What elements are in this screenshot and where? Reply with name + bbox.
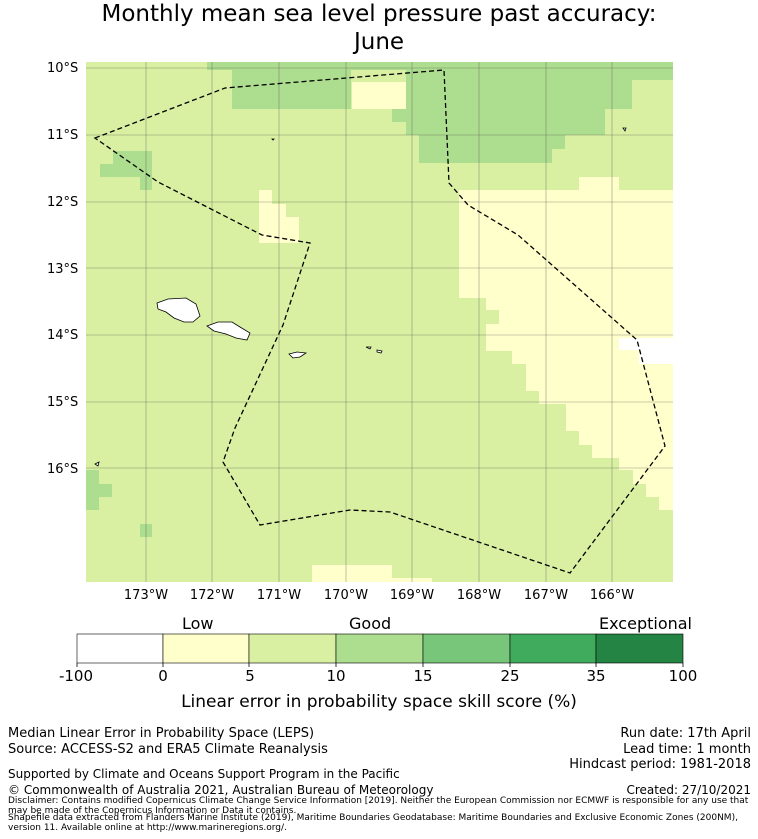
score-cell (259, 88, 351, 109)
hindcast-period: Hindcast period: 1981-2018 (569, 757, 751, 772)
lon-label: 172°W (189, 588, 235, 603)
score-cell (419, 149, 552, 163)
score-cell (406, 80, 632, 109)
no-data-cell (639, 338, 673, 364)
lon-label: 171°W (256, 588, 302, 603)
score-cell (86, 484, 112, 497)
title-line-1: Monthly mean sea level pressure past acc… (101, 1, 657, 27)
category-exceptional: Exceptional (599, 614, 692, 633)
lon-label: 168°W (456, 588, 502, 603)
lat-label: 14°S (47, 328, 79, 343)
islet (271, 138, 275, 141)
lon-label: 173°W (123, 588, 169, 603)
lat-label: 13°S (47, 262, 79, 277)
graticule (86, 62, 673, 582)
skill-score-grid (86, 62, 673, 582)
colorbar-segment (162, 633, 250, 664)
score-cell (207, 62, 673, 70)
upolu-island (206, 321, 251, 341)
score-cell (499, 310, 673, 324)
score-cell (512, 351, 673, 364)
shapefile-credit: Shapefile data extracted from Flanders M… (8, 813, 738, 833)
lat-label: 15°S (47, 395, 79, 410)
source-text: Source: ACCESS-S2 and ERA5 Climate Reana… (8, 742, 328, 757)
score-cell (633, 470, 673, 484)
colorbar-segment (509, 633, 597, 664)
lon-label: 167°W (523, 588, 569, 603)
run-date: Run date: 17th April (620, 726, 751, 741)
lat-label: 11°S (47, 128, 79, 143)
score-cell (526, 364, 673, 391)
colorbar (76, 633, 684, 667)
score-cell (566, 404, 673, 431)
score-cell (100, 164, 152, 177)
colorbar-tick: 25 (500, 667, 520, 685)
lon-label: 169°W (389, 588, 435, 603)
score-cell (406, 70, 673, 80)
score-cell (419, 135, 565, 149)
colorbar-label: Linear error in probability space skill … (181, 692, 577, 712)
colorbar-tick: 0 (158, 667, 168, 685)
title-line-2: June (353, 29, 405, 55)
score-cell (259, 190, 272, 243)
colorbar-tick: 100 (668, 667, 698, 685)
score-cell (579, 177, 619, 190)
colorbar-tick: -100 (58, 667, 94, 685)
islet (376, 349, 383, 354)
score-cell (312, 565, 392, 582)
colorbar-tick: 5 (245, 667, 255, 685)
support-text: Supported by Climate and Oceans Support … (8, 767, 400, 781)
colorbar-segment (248, 633, 337, 664)
score-cell (459, 190, 673, 298)
lat-label: 10°S (47, 61, 79, 76)
lead-time: Lead time: 1 month (623, 742, 751, 757)
savaii-island (156, 297, 201, 323)
disclaimer-text: Disclaimer: Contains modified Copernicus… (8, 796, 749, 816)
colorbar-segment (76, 633, 164, 664)
score-cell (539, 391, 673, 404)
tutuila-island (288, 351, 308, 359)
score-cell (392, 109, 605, 122)
category-good: Good (349, 614, 392, 633)
score-cell (619, 458, 673, 470)
score-cell (406, 122, 605, 135)
copyright-text: © Commonwealth of Australia 2021, Austra… (8, 783, 434, 797)
map-title: Monthly mean sea level pressure past acc… (0, 0, 758, 56)
colorbar-segment (595, 633, 684, 664)
colorbar-tick: 15 (413, 667, 433, 685)
islet (94, 461, 100, 467)
lon-label: 166°W (589, 588, 635, 603)
method-text: Median Linear Error in Probability Space… (8, 726, 315, 741)
no-data-cell (619, 338, 639, 350)
score-cell (352, 82, 406, 109)
lon-label: 170°W (323, 588, 369, 603)
colorbar-tick: 35 (586, 667, 606, 685)
islet (365, 346, 372, 350)
score-cell (579, 431, 673, 445)
score-cell (646, 484, 673, 497)
category-low: Low (182, 614, 214, 633)
lat-label: 16°S (47, 462, 79, 477)
lat-label: 12°S (47, 195, 79, 210)
score-cell (659, 497, 673, 510)
colorbar-segment (335, 633, 424, 664)
score-cell (286, 217, 299, 243)
created-date: Created: 27/10/2021 (626, 783, 751, 797)
eez-boundary (93, 69, 666, 574)
colorbar-tick: 10 (326, 667, 346, 685)
islands (94, 127, 627, 467)
islet (622, 127, 627, 132)
score-cell (486, 298, 673, 310)
colorbar-segment (422, 633, 511, 664)
